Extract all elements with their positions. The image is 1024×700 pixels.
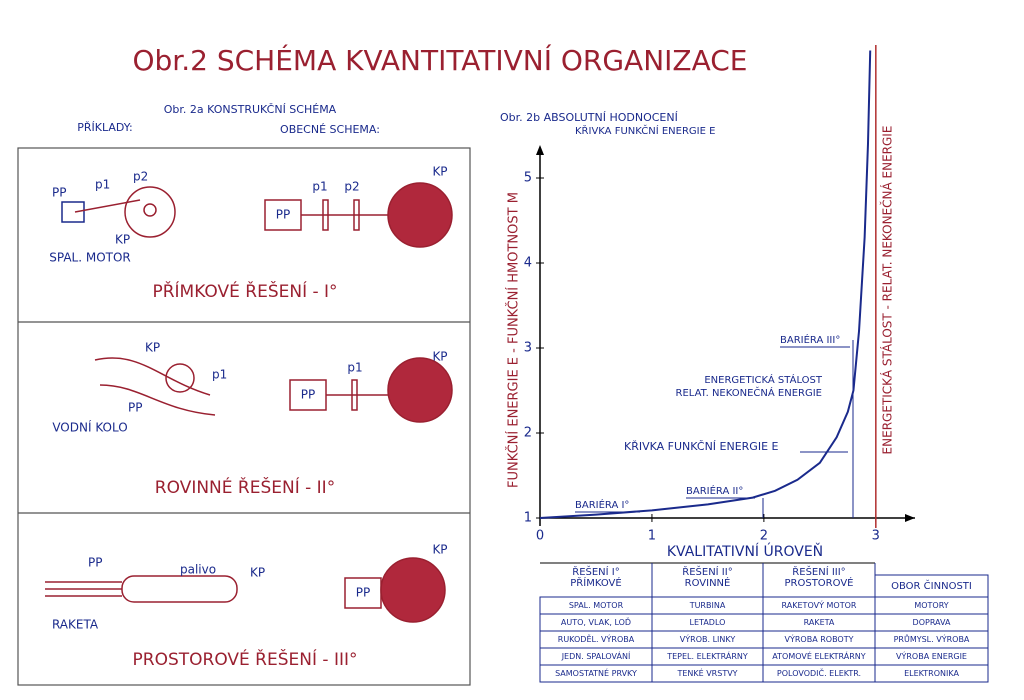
annotation: BARIÉRA II° <box>686 484 743 497</box>
label: PP <box>276 208 290 222</box>
table-cell: POLOVODIČ. ELEKTR. <box>777 667 861 678</box>
x-tick-label: 0 <box>536 529 544 544</box>
annotation: RELAT. NEKONEČNÁ ENERGIE <box>676 386 822 399</box>
label: p1 <box>212 368 227 382</box>
table-cell: MOTORY <box>914 601 948 610</box>
x-tick-label: 3 <box>872 529 880 544</box>
example-name: SPAL. MOTOR <box>49 251 131 265</box>
panel-name: PROSTOROVÉ ŘEŠENÍ - III° <box>133 648 358 670</box>
label: KP <box>432 165 447 179</box>
example-name: RAKETA <box>52 618 99 632</box>
x-tick-label: 2 <box>760 529 768 544</box>
y-tick-label: 1 <box>524 511 532 526</box>
label: KP <box>115 233 130 247</box>
table-cell: VÝROB. LINKY <box>680 633 736 644</box>
example-name: VODNÍ KOLO <box>52 420 127 435</box>
y-tick-label: 3 <box>524 341 532 356</box>
annotation: ENERGETICKÁ STÁLOST - RELAT. NEKONEČNÁ E… <box>880 126 895 455</box>
header-cell: ROVINNÉ <box>685 576 731 589</box>
table-cell: ATOMOVÉ ELEKTRÁRNY <box>772 650 865 661</box>
table-cell: TEPEL. ELEKTRÁRNY <box>666 650 748 661</box>
table-cell: TENKÉ VRSTVY <box>676 667 737 678</box>
x-axis-label: KVALITATIVNÍ ÚROVEŇ <box>667 542 823 560</box>
label: p2 <box>344 180 359 194</box>
label: KP <box>432 543 447 557</box>
table-cell: DOPRAVA <box>913 618 951 627</box>
examples-label: PŘÍKLADY: <box>77 121 132 134</box>
curve <box>539 50 872 519</box>
y-tick-label: 2 <box>524 426 532 441</box>
table: ŘEŠENÍ I°PŘÍMKOVÉ ŘEŠENÍ II°ROVINNÉ ŘEŠENÍ… <box>539 562 989 683</box>
y-axis-label: FUNKČNÍ ENERGIE E - FUNKČNÍ HMOTNOST M <box>506 192 522 488</box>
header-cell: OBOR ČINNOSTI <box>891 579 972 592</box>
label: p2 <box>133 170 148 184</box>
table-cell: RUKODĚL. VÝROBA <box>558 633 635 644</box>
label: KP <box>145 341 160 355</box>
general-label: OBECNÉ SCHEMA: <box>280 123 380 136</box>
label: PP <box>88 556 102 570</box>
label: PP <box>52 186 66 200</box>
label: KP <box>432 350 447 364</box>
x-tick-label: 1 <box>648 529 656 544</box>
annotation: ENERGETICKÁ STÁLOST <box>704 373 823 386</box>
y-tick-label: 5 <box>524 171 532 186</box>
label: p1 <box>95 178 110 192</box>
drawings <box>45 182 453 623</box>
table-cell: RAKETOVÝ MOTOR <box>782 599 857 610</box>
table-cell: ELEKTRONIKA <box>904 669 959 678</box>
heading-2a: Obr. 2a KONSTRUKČNÍ SCHÉMA <box>164 103 337 116</box>
annotation: BARIÉRA III° <box>780 333 840 346</box>
table-cell: VÝROBA ROBOTY <box>785 633 854 644</box>
y-tick-label: 4 <box>524 256 532 271</box>
panel-labels: PP p1 p2 KP SPAL. MOTOR PP p1 p2 KP PŘÍM… <box>49 165 447 671</box>
header-cell: ŘEŠENÍ III° <box>792 565 845 578</box>
left-panel <box>17 147 471 686</box>
label: palivo <box>180 563 216 577</box>
panel-name: ROVINNÉ ŘEŠENÍ - II° <box>155 476 335 498</box>
title: Obr.2 SCHÉMA KVANTITATIVNÍ ORGANIZACE <box>132 43 747 77</box>
table-cell: VÝROBA ENERGIE <box>896 650 967 661</box>
header-cell: PŘÍMKOVÉ <box>570 576 621 589</box>
table-cell: TURBINA <box>689 601 726 610</box>
panel-name: PŘÍMKOVÉ ŘEŠENÍ - I° <box>152 280 337 302</box>
legend-label: KŘIVKA FUNKČNÍ ENERGIE E <box>624 440 779 453</box>
label: PP <box>356 586 370 600</box>
table-cell: LETADLO <box>690 618 726 627</box>
header-cell: ŘEŠENÍ I° <box>572 565 620 578</box>
table-cell: RAKETA <box>804 618 835 627</box>
label: p1 <box>347 361 362 375</box>
table-cell: PRŮMYSL. VÝROBA <box>894 633 970 644</box>
chart-title: Obr. 2b ABSOLUTNÍ HODNOCENÍ <box>500 111 678 124</box>
label: PP <box>301 388 315 402</box>
label: p1 <box>312 180 327 194</box>
header-cell: PROSTOROVÉ <box>785 576 854 589</box>
annotation: BARIÉRA I° <box>575 498 629 511</box>
header-cell: ŘEŠENÍ II° <box>682 565 732 578</box>
table-frame <box>539 596 989 683</box>
table-cell: SPAL. MOTOR <box>569 601 624 610</box>
table-cell: SAMOSTATNÉ PRVKY <box>555 667 637 678</box>
chart-subtitle: KŘIVKA FUNKČNÍ ENERGIE E <box>575 124 715 137</box>
label: KP <box>250 566 265 580</box>
table-cell: JEDN. SPALOVÁNÍ <box>561 650 631 661</box>
table-cell: AUTO, VLAK, LOĎ <box>561 616 631 627</box>
label: PP <box>128 401 142 415</box>
